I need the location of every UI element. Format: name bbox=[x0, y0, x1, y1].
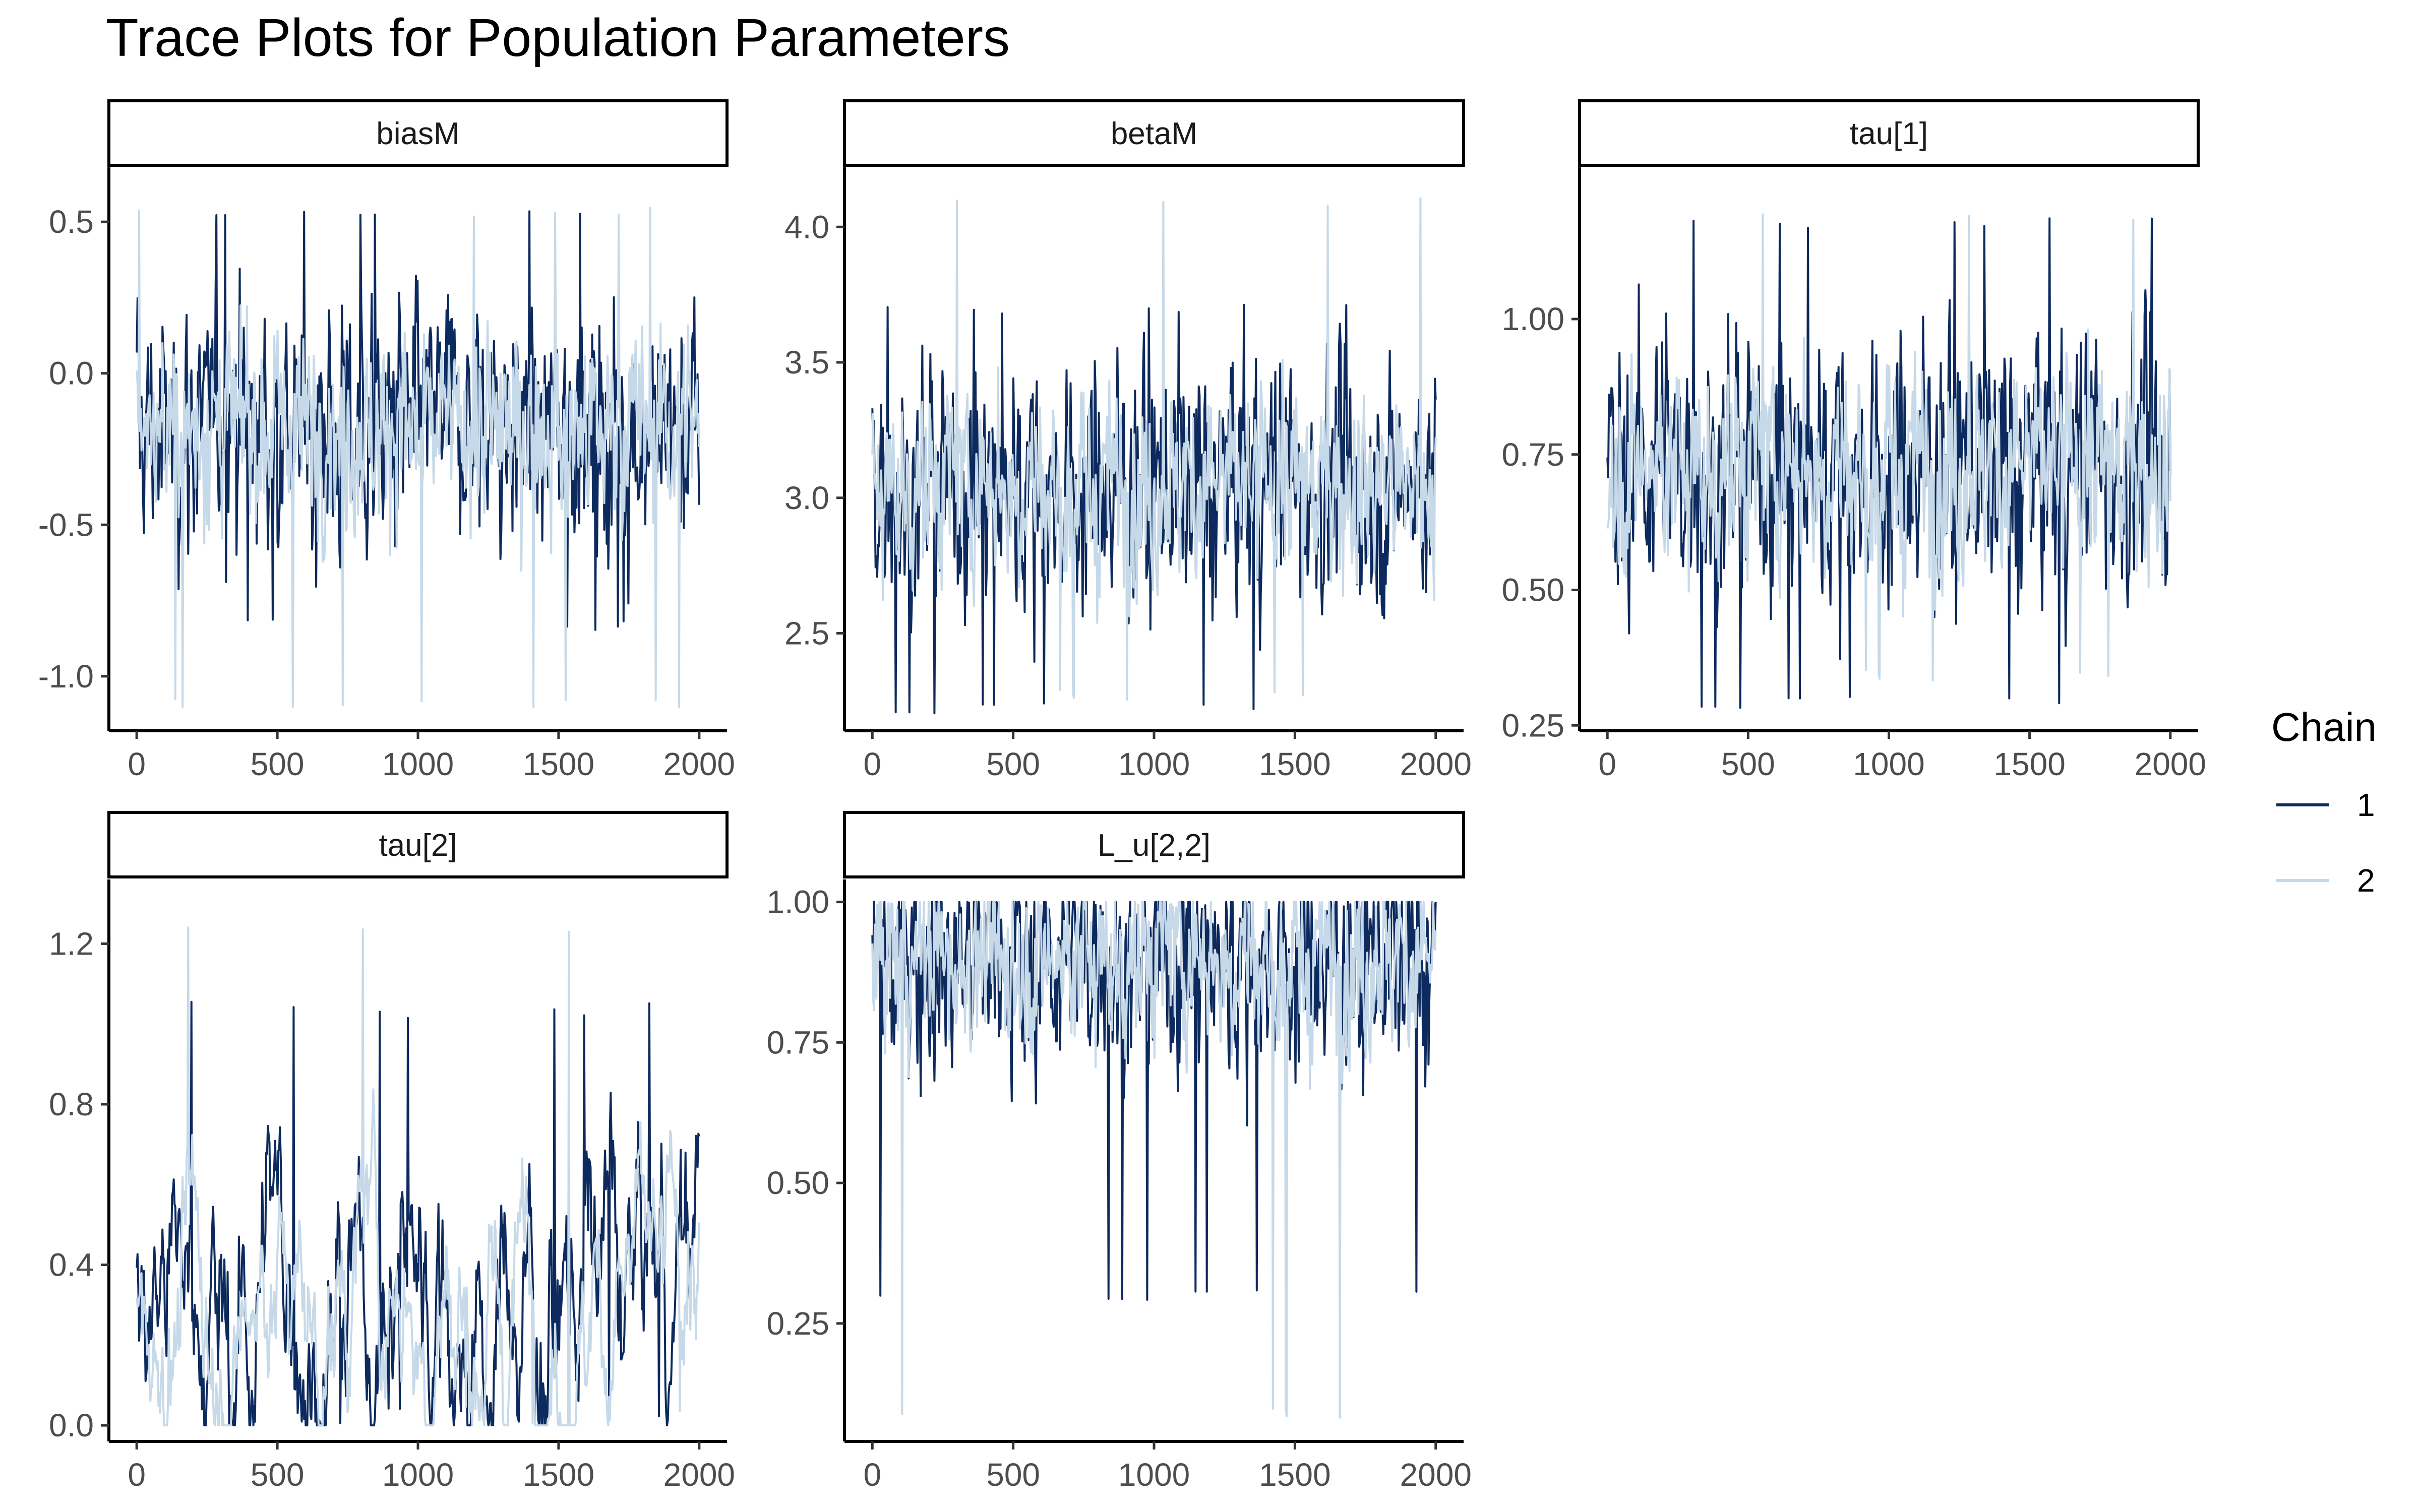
x-tick-label: 1500 bbox=[1259, 746, 1330, 782]
trace-line-chain-2 bbox=[871, 197, 1437, 701]
x-tick-label: 500 bbox=[986, 1457, 1040, 1493]
trace-line-chain-2 bbox=[136, 926, 700, 1427]
x-tick-label: 500 bbox=[1721, 746, 1775, 782]
x-tick-label: 1000 bbox=[1118, 1457, 1190, 1493]
x-tick-label: 2000 bbox=[663, 1457, 735, 1493]
y-tick-label: 0.8 bbox=[49, 1086, 94, 1122]
y-tick-label: 4.0 bbox=[784, 209, 829, 245]
y-tick-label: 1.00 bbox=[1501, 301, 1564, 337]
x-tick-label: 1000 bbox=[1853, 746, 1924, 782]
y-tick-label: 0.75 bbox=[766, 1024, 829, 1060]
facet-strip bbox=[1578, 99, 2200, 167]
legend: Chain 1 2 bbox=[2271, 705, 2377, 899]
page-title: Trace Plots for Population Parameters bbox=[106, 8, 1010, 68]
x-tick-label: 0 bbox=[1598, 746, 1616, 782]
x-tick-label: 2000 bbox=[663, 746, 735, 782]
y-tick-label: -0.5 bbox=[38, 507, 94, 543]
x-tick-label: 1500 bbox=[1993, 746, 2065, 782]
y-tick-label: -1.0 bbox=[38, 658, 94, 695]
y-tick-label: 3.0 bbox=[784, 480, 829, 516]
y-tick-label: 0.5 bbox=[49, 204, 94, 240]
facet-strip bbox=[843, 811, 1465, 878]
facet-strip-label: tau[1] bbox=[1850, 116, 1928, 151]
x-tick-label: 1000 bbox=[382, 746, 454, 782]
x-tick-label: 1000 bbox=[1118, 746, 1190, 782]
facet-panel-1: betaM 2.5 3.0 3.5 4.0 0 500 1000 1500 2000 bbox=[784, 99, 1472, 782]
y-tick-label: 0.25 bbox=[1501, 707, 1564, 743]
x-tick-label: 500 bbox=[986, 746, 1040, 782]
facet-strip-label: biasM bbox=[376, 116, 459, 151]
legend-title: Chain bbox=[2271, 705, 2377, 749]
x-tick-label: 0 bbox=[863, 1457, 881, 1493]
facet-panel-2: tau[1] 0.25 0.50 0.75 1.00 0 500 1000 1500 2000 bbox=[1501, 99, 2206, 782]
trace-line-chain-1 bbox=[1606, 217, 2171, 709]
x-tick-label: 1500 bbox=[1259, 1457, 1330, 1493]
x-tick-label: 2000 bbox=[1400, 746, 1472, 782]
trace-line-chain-2 bbox=[871, 901, 1437, 1419]
y-tick-label: 0.4 bbox=[49, 1247, 94, 1283]
facet-strip bbox=[107, 811, 729, 878]
facet-strip-label: betaM bbox=[1111, 116, 1197, 151]
x-tick-label: 1500 bbox=[523, 1457, 594, 1493]
y-tick-label: 0.50 bbox=[766, 1165, 829, 1201]
x-tick-label: 1500 bbox=[523, 746, 594, 782]
y-tick-label: 1.2 bbox=[49, 925, 94, 962]
legend-label-chain-1: 1 bbox=[2357, 787, 2375, 823]
x-tick-label: 500 bbox=[251, 746, 305, 782]
facet-strip bbox=[107, 99, 729, 167]
trace-line-chain-2 bbox=[136, 207, 700, 709]
x-tick-label: 500 bbox=[251, 1457, 305, 1493]
x-tick-label: 0 bbox=[128, 746, 146, 782]
y-tick-label: 0.25 bbox=[766, 1305, 829, 1342]
y-tick-label: 2.5 bbox=[784, 615, 829, 652]
legend-label-chain-2: 2 bbox=[2357, 862, 2375, 899]
facet-strip-label: L_u[2,2] bbox=[1098, 828, 1211, 863]
x-tick-label: 0 bbox=[128, 1457, 146, 1493]
trace-line-chain-2 bbox=[1606, 213, 2171, 682]
facet-panel-0: biasM -1.0 -0.5 0.0 0.5 0 500 1000 1500 2000 bbox=[38, 99, 735, 782]
y-tick-label: 3.5 bbox=[784, 344, 829, 381]
x-tick-label: 2000 bbox=[1400, 1457, 1472, 1493]
trace-line-chain-1 bbox=[871, 303, 1437, 715]
facet-panel-4: L_u[2,2] 0.25 0.50 0.75 1.00 0 500 1000 1500 2000 bbox=[766, 811, 1472, 1493]
y-tick-label: 0.0 bbox=[49, 1407, 94, 1443]
facet-strip-label: tau[2] bbox=[379, 828, 457, 863]
y-tick-label: 0.75 bbox=[1501, 436, 1564, 473]
y-tick-label: 0.50 bbox=[1501, 572, 1564, 608]
facet-strip bbox=[843, 99, 1465, 167]
x-tick-label: 1000 bbox=[382, 1457, 454, 1493]
y-tick-label: 0.0 bbox=[49, 355, 94, 392]
x-tick-label: 2000 bbox=[2135, 746, 2206, 782]
x-tick-label: 0 bbox=[863, 746, 881, 782]
facet-panel-3: tau[2] 0.0 0.4 0.8 1.2 0 500 1000 1500 2000 bbox=[49, 811, 735, 1493]
y-tick-label: 1.00 bbox=[766, 884, 829, 920]
